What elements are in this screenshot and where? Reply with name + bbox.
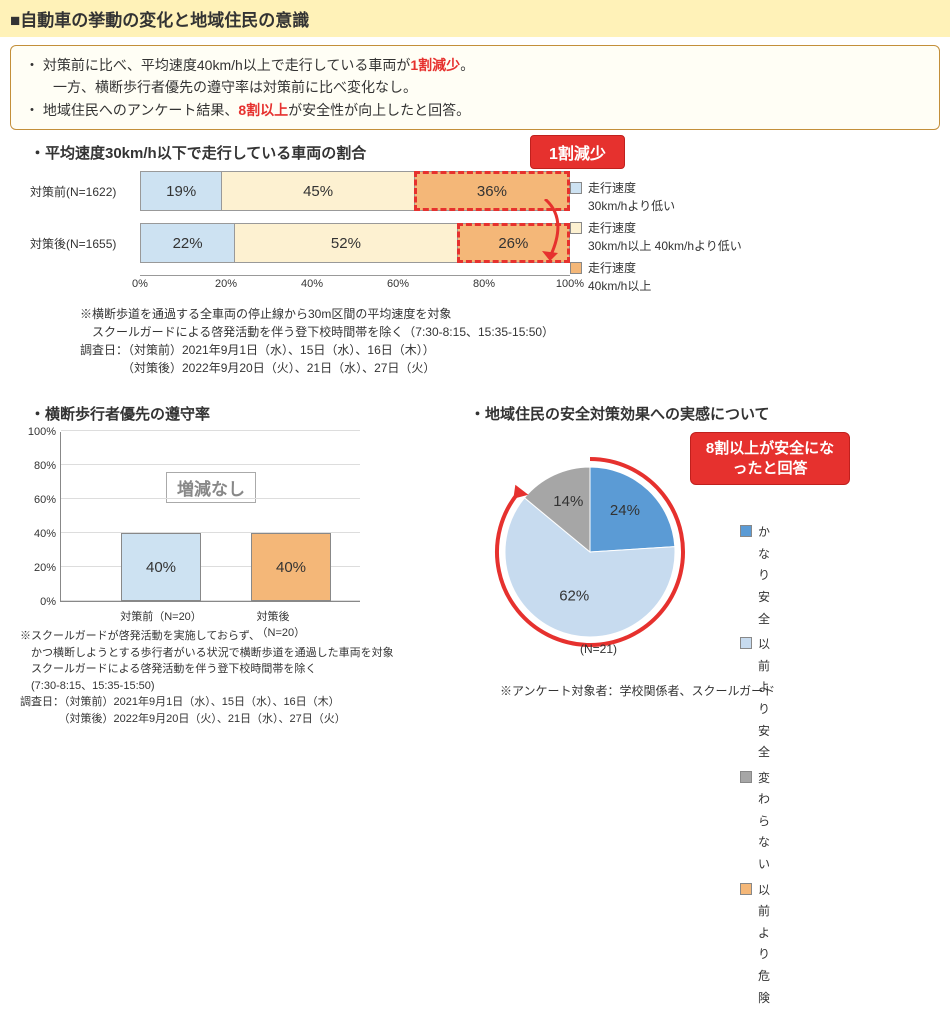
chart1-segment: 52% [235, 224, 458, 262]
chart3-note: ※アンケート対象者：学校関係者、スクールガード [500, 682, 950, 699]
chart2-ytick: 0% [20, 596, 56, 608]
chart1-tick: 0% [132, 278, 148, 290]
chart1-segment: 22% [141, 224, 235, 262]
chart1-tick: 20% [215, 278, 237, 290]
chart1-tick: 80% [473, 278, 495, 290]
chart1-row-label: 対策後(N=1655) [30, 235, 140, 252]
chart2-notes: ※スクールガードが啓発活動を実施しておらず、 かつ横断しようとする歩行者がいる状… [20, 628, 460, 727]
chart1-row-label: 対策前(N=1622) [30, 183, 140, 200]
chart2-ytick: 40% [20, 528, 56, 540]
legend-item: 変わらない [740, 768, 770, 876]
chart1-row: 対策前(N=1622)19%45%36% [30, 171, 950, 211]
legend-item: 以前より安全 [740, 634, 770, 764]
legend-item: 走行速度40km/h以上 [570, 259, 742, 295]
chart2-bar: 40% [121, 533, 201, 601]
chart3: 8割以上が安全になったと回答 24%62%14% かなり安全以前より安全変わらな… [480, 432, 720, 642]
page-title: ■自動車の挙動の変化と地域住民の意識 [0, 0, 950, 37]
summary-text: ・ 地域住民へのアンケート結果、 [25, 102, 238, 118]
chart1-segment: 19% [141, 172, 222, 210]
chart1-title: ・平均速度30km/h以下で走行している車両の割合 [30, 142, 950, 163]
chart1-callout: 1割減少 [530, 135, 625, 169]
pie-label: 24% [610, 502, 640, 519]
chart2-bar: 40% [251, 533, 331, 601]
legend-item: 走行速度30km/h以上 40km/hより低い [570, 219, 742, 255]
chart3-callout: 8割以上が安全になったと回答 [690, 432, 850, 485]
legend-item: 走行速度30km/hより低い [570, 179, 742, 215]
chart1-legend: 走行速度30km/hより低い走行速度30km/h以上 40km/hより低い走行速… [570, 179, 742, 299]
chart2-ytick: 20% [20, 562, 56, 574]
summary-highlight: 8割以上 [238, 102, 288, 118]
pie-label: 14% [553, 493, 583, 510]
chart3-n: (N=21) [580, 642, 617, 656]
chart2-title: ・横断歩行者優先の遵守率 [30, 403, 460, 424]
summary-text: が安全性が向上したと回答。 [288, 102, 470, 118]
chart2: 増減なし 40%対策前（N=20）40%対策後（N=20） 0%20%40%60… [60, 432, 400, 622]
summary-text: 。 [460, 57, 474, 73]
summary-highlight: 1割減少 [410, 57, 460, 73]
summary-box: ・ 対策前に比べ、平均速度40km/h以上で走行している車両が1割減少。 一方、… [10, 45, 940, 130]
pie-label: 62% [559, 588, 589, 605]
chart3-legend: かなり安全以前より安全変わらない以前より危険 [740, 522, 770, 1013]
legend-item: 以前より危険 [740, 880, 770, 1010]
arrow-icon [540, 199, 580, 269]
chart2-ytick: 100% [20, 426, 56, 438]
chart3-title: ・地域住民の安全対策効果への実感について [470, 403, 950, 424]
chart2-xlabel: 対策後（N=20） [257, 608, 326, 640]
chart1-notes: ※横断歩道を通過する全車両の停止線から30m区間の平均速度を対象 スクールガード… [80, 305, 950, 377]
summary-text: ・ 対策前に比べ、平均速度40km/h以上で走行している車両が [25, 57, 410, 73]
chart2-ytick: 80% [20, 460, 56, 472]
summary-text: 一方、横断歩行者優先の遵守率は対策前に比べ変化なし。 [25, 76, 925, 98]
chart1-tick: 60% [387, 278, 409, 290]
legend-item: かなり安全 [740, 522, 770, 630]
chart1-row: 対策後(N=1655)22%52%26% [30, 223, 950, 263]
chart1: 1割減少 対策前(N=1622)19%45%36%対策後(N=1655)22%5… [0, 171, 950, 299]
pie-chart: 24% 62% 14% [480, 432, 720, 652]
chart1-segment: 45% [222, 172, 415, 210]
chart2-xlabel: 対策前（N=20） [120, 608, 202, 624]
chart1-tick: 40% [301, 278, 323, 290]
chart2-ytick: 60% [20, 494, 56, 506]
